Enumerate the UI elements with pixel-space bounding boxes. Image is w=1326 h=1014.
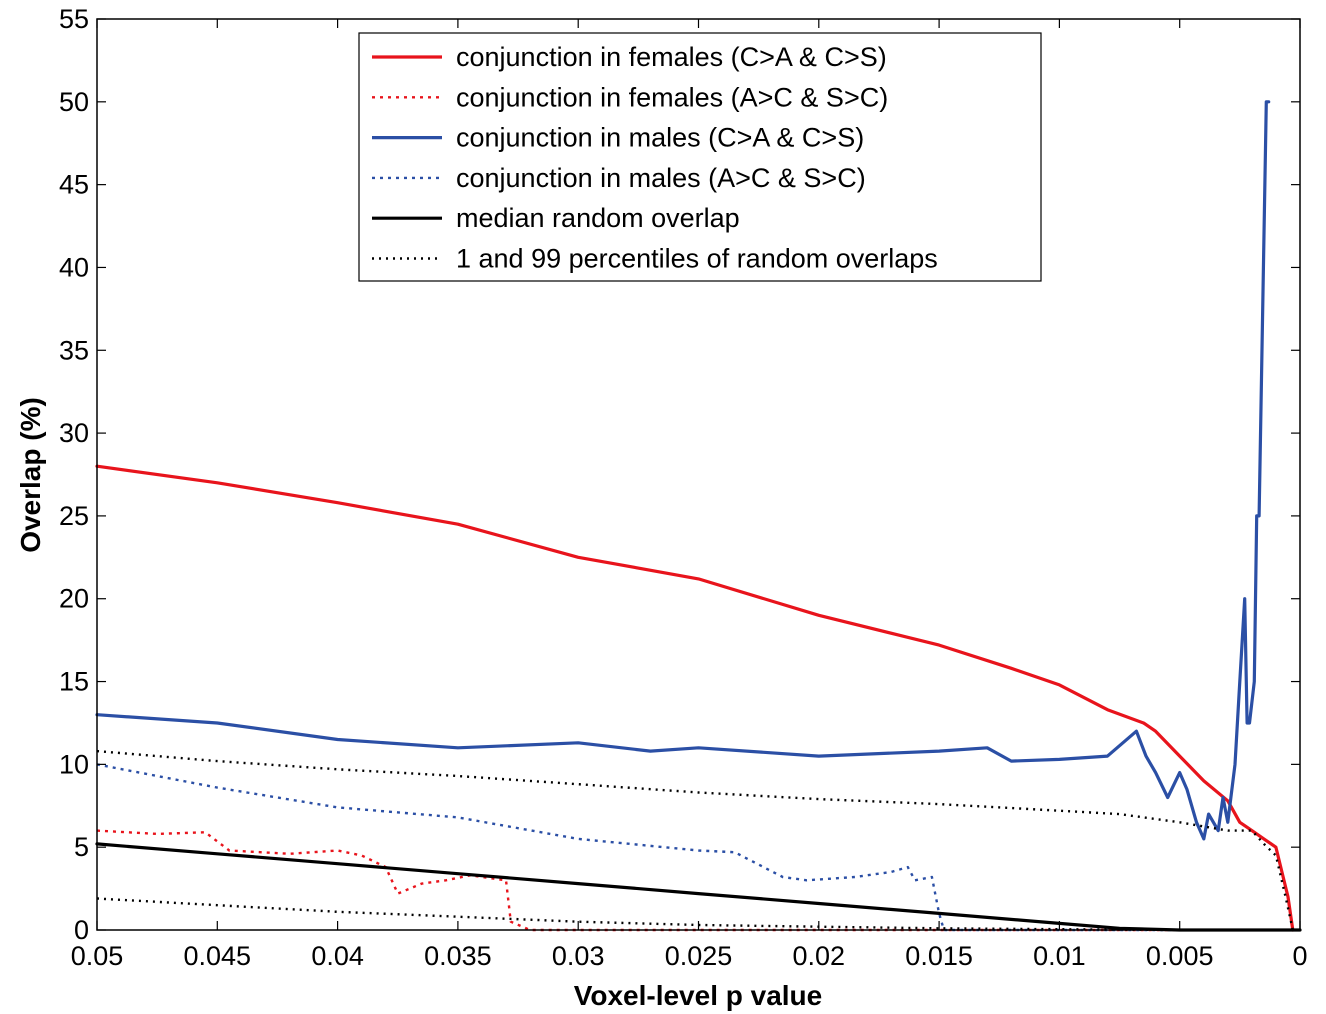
x-tick-label: 0.025 (665, 941, 733, 971)
y-tick-label: 0 (74, 915, 89, 945)
x-tick-label: 0.03 (552, 941, 605, 971)
x-tick-label: 0.02 (793, 941, 846, 971)
y-tick-label: 5 (74, 832, 89, 862)
legend-label-2: conjunction in males (C>A & C>S) (456, 123, 864, 153)
x-tick-label: 0.045 (184, 941, 252, 971)
legend-box (358, 32, 1042, 282)
series-line-2 (95, 100, 1271, 841)
legend-label-3: conjunction in males (A>C & S>C) (456, 163, 866, 193)
x-tick-label: 0.04 (311, 941, 364, 971)
y-tick-label: 50 (59, 87, 89, 117)
legend-label-0: conjunction in females (C>A & C>S) (456, 42, 887, 72)
x-tick-label: 0.015 (905, 941, 973, 971)
y-tick-label: 35 (59, 335, 89, 365)
x-tick-label: 0.005 (1146, 941, 1214, 971)
y-tick-label: 30 (59, 418, 89, 448)
x-axis-title: Voxel-level p value (574, 980, 823, 1011)
legend: conjunction in females (C>A & C>S) conjun… (358, 32, 1042, 282)
y-tick-label: 25 (59, 501, 89, 531)
series-line-4 (95, 842, 1302, 932)
legend-label-4: median random overlap (456, 203, 740, 233)
y-axis-title: Overlap (%) (15, 397, 46, 553)
y-tick-label: 15 (59, 667, 89, 697)
y-tick-label: 40 (59, 252, 89, 282)
x-tick-label: 0.05 (71, 941, 124, 971)
x-tick-label: 0 (1292, 941, 1307, 971)
y-tick-label: 55 (59, 4, 89, 34)
x-tick-label: 0.01 (1033, 941, 1086, 971)
legend-label-5: 1 and 99 percentiles of random overlaps (456, 244, 938, 274)
x-tick-label: 0.035 (424, 941, 492, 971)
tick-layer: 0.05 0.045 0.04 0.035 0.03 0.025 0.02 0.015 0.01… (59, 4, 1308, 971)
y-tick-label: 20 (59, 584, 89, 614)
series-line-0 (95, 464, 1295, 932)
y-tick-label: 10 (59, 749, 89, 779)
legend-label-1: conjunction in females (A>C & S>C) (456, 82, 888, 112)
y-tick-label: 45 (59, 170, 89, 200)
